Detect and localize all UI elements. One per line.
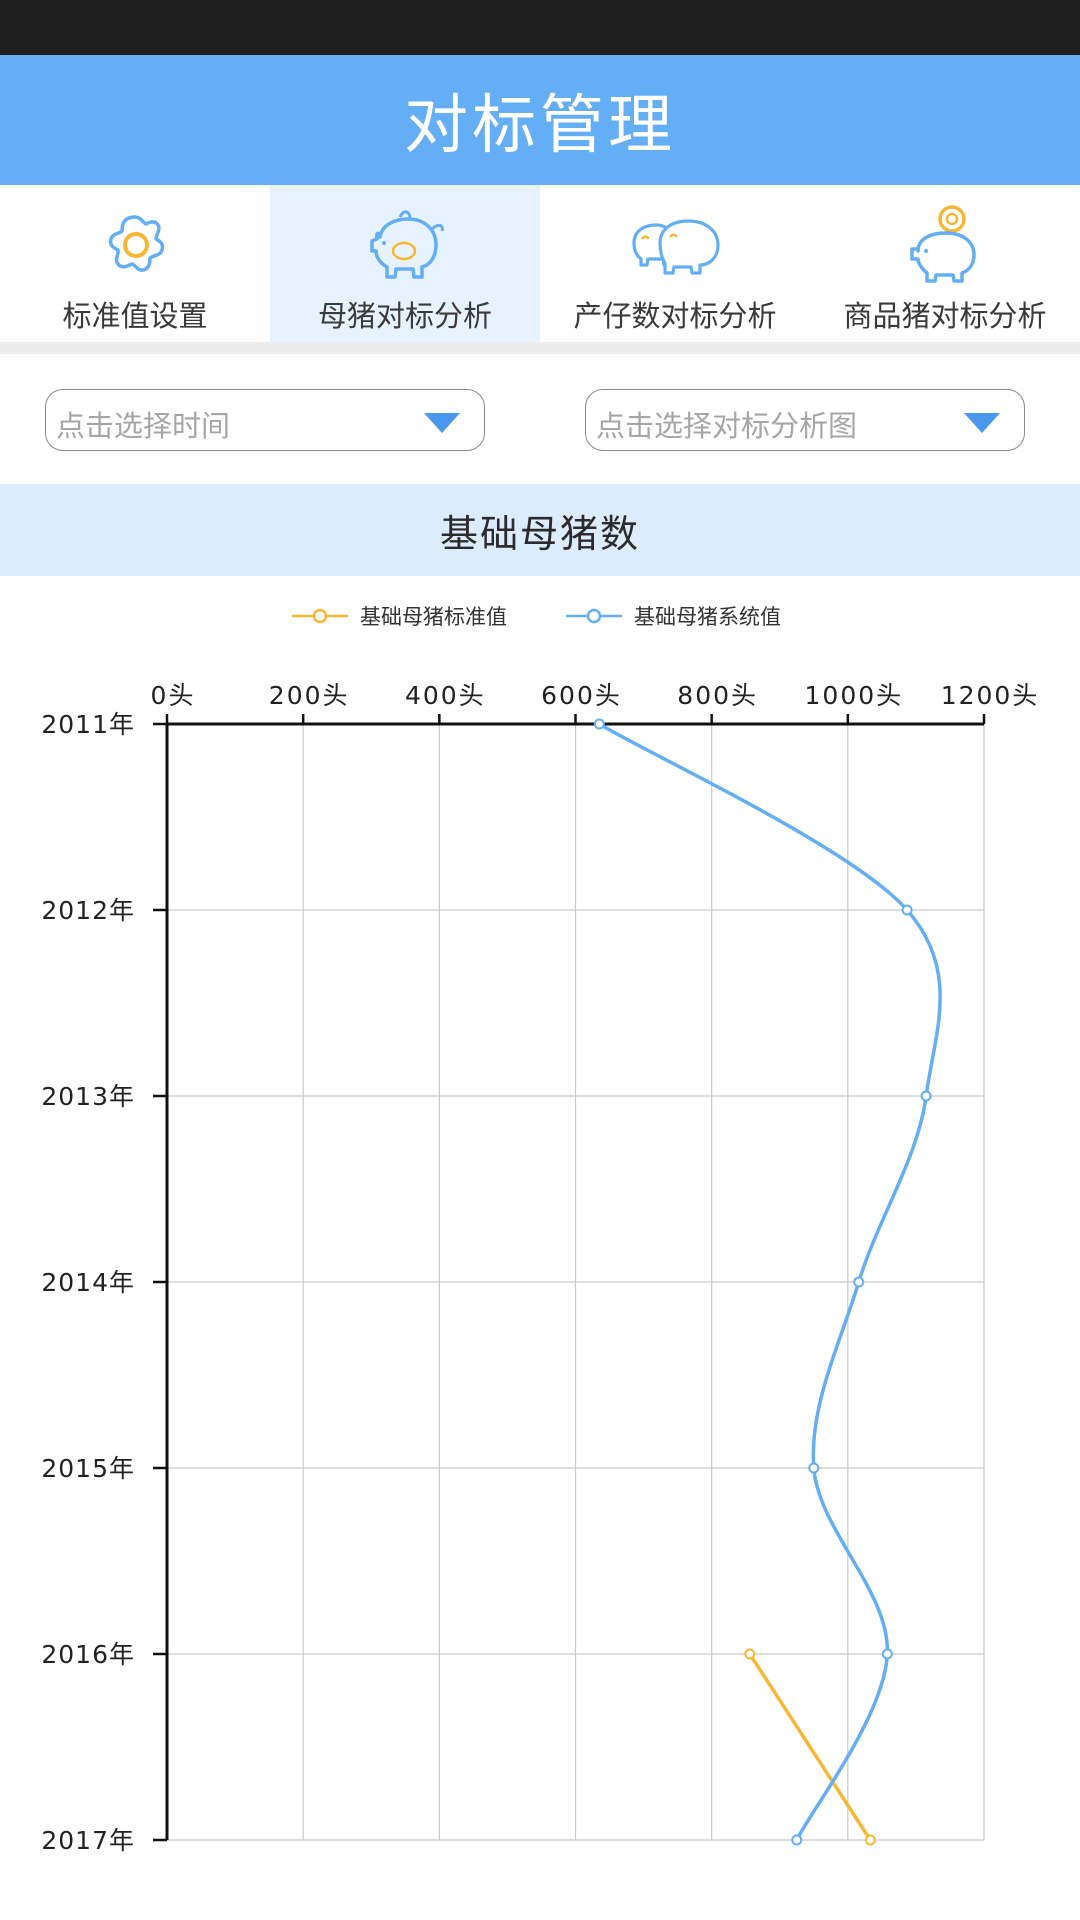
section-title: 基础母猪数 [439,511,640,556]
page-title: 对标管理 [404,89,676,163]
x-tick-label: 800头 [677,681,758,710]
chart-type-select[interactable]: 点击选择对标分析图 [585,389,1025,451]
data-point [808,1462,820,1474]
sow-count-chart: 0头 200头 400头 600头 800头 1000头 1200头 2011年 2012年 20… [41,681,1040,1855]
series-line-0 [748,1653,872,1841]
tab-commercial-pig-analysis[interactable]: 商品猪对标分析 [810,185,1080,342]
dropdown-arrow-icon [424,413,460,433]
data-point [791,1834,803,1846]
gear-icon [0,203,270,283]
data-point [593,718,605,730]
legend-label: 基础母猪系统值 [634,605,781,629]
status-bar [0,0,1080,55]
y-tick-label: 2012年 [41,896,135,925]
y-tick-label: 2014年 [41,1268,135,1297]
legend-item-system[interactable]: 基础母猪系统值 [566,596,781,636]
data-point [881,1648,893,1660]
tab-label: 产仔数对标分析 [573,299,777,333]
sow-icon [270,203,540,283]
tab-label: 商品猪对标分析 [843,299,1047,333]
tab-standard-settings[interactable]: 标准值设置 [0,185,270,342]
tab-label: 标准值设置 [62,299,208,333]
x-tick-label: 400头 [405,681,486,710]
time-select[interactable]: 点击选择时间 [45,389,485,451]
data-point [920,1090,932,1102]
tab-bar: 标准值设置 母猪对标分析 产仔数对标分析 [0,185,1080,342]
y-tick-label: 2017年 [41,1826,135,1855]
tab-label: 母猪对标分析 [317,299,492,333]
y-tick-label: 2011年 [41,710,135,739]
legend-marker-system [566,608,622,624]
data-point [901,904,913,916]
data-point [744,1648,756,1660]
legend-label: 基础母猪标准值 [360,605,507,629]
y-tick-label: 2013年 [41,1082,135,1111]
chart-select-placeholder: 点击选择对标分析图 [596,409,858,443]
legend-item-standard[interactable]: 基础母猪标准值 [292,596,507,636]
tab-litter-size-analysis[interactable]: 产仔数对标分析 [540,185,810,342]
dropdown-arrow-icon [964,413,1000,433]
section-header: 基础母猪数 [0,484,1080,576]
legend-marker-standard [292,608,348,624]
piglets-icon [540,203,810,283]
x-tick-label: 1200头 [941,681,1040,710]
x-tick-label: 200头 [269,681,350,710]
chart-legend: 基础母猪标准值 基础母猪系统值 [0,596,1080,636]
x-tick-label: 0头 [151,681,196,710]
divider [0,342,1080,354]
filter-bar: 点击选择时间 点击选择对标分析图 [0,354,1080,484]
y-tick-label: 2016年 [41,1640,135,1669]
time-select-placeholder: 点击选择时间 [56,409,231,443]
data-point [864,1834,876,1846]
app-header: 对标管理 [0,55,1080,185]
x-tick-label: 600头 [541,681,622,710]
x-tick-label: 1000头 [805,681,904,710]
piggy-bank-icon [810,203,1080,283]
y-tick-label: 2015年 [41,1454,135,1483]
tab-sow-analysis[interactable]: 母猪对标分析 [270,185,540,342]
data-point [853,1276,865,1288]
